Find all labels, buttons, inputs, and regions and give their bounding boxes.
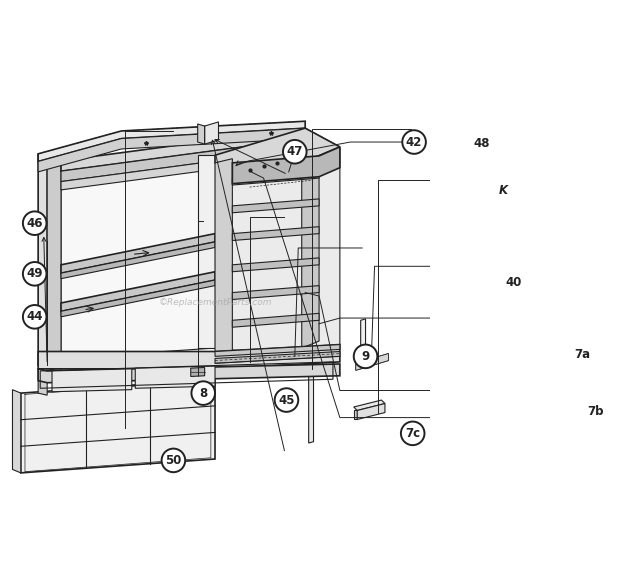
Circle shape [283, 140, 306, 164]
Polygon shape [356, 362, 361, 370]
Text: 7c: 7c [405, 427, 420, 440]
Polygon shape [205, 122, 218, 144]
Text: 47: 47 [286, 145, 303, 158]
Polygon shape [47, 157, 61, 371]
Polygon shape [38, 154, 47, 369]
Polygon shape [38, 121, 305, 161]
Circle shape [162, 449, 185, 472]
Polygon shape [232, 313, 319, 327]
Circle shape [502, 270, 525, 294]
Circle shape [470, 131, 494, 155]
Text: 44: 44 [27, 311, 43, 323]
Circle shape [23, 262, 46, 286]
Polygon shape [215, 128, 340, 163]
Polygon shape [232, 199, 319, 213]
Polygon shape [38, 369, 47, 395]
Text: 7b: 7b [587, 405, 603, 418]
Circle shape [401, 421, 425, 445]
Polygon shape [61, 138, 305, 181]
Polygon shape [61, 280, 215, 317]
Polygon shape [61, 149, 305, 190]
Polygon shape [61, 234, 215, 273]
Polygon shape [52, 369, 132, 391]
Polygon shape [302, 156, 319, 348]
Circle shape [192, 381, 215, 405]
Polygon shape [361, 319, 366, 367]
Polygon shape [38, 344, 340, 369]
Text: K: K [499, 184, 508, 197]
Polygon shape [12, 390, 21, 473]
Polygon shape [215, 128, 340, 358]
Polygon shape [21, 379, 215, 473]
Polygon shape [198, 155, 215, 348]
Polygon shape [215, 158, 232, 356]
Polygon shape [232, 171, 319, 185]
Polygon shape [198, 124, 205, 144]
Polygon shape [215, 351, 340, 363]
Polygon shape [215, 344, 340, 356]
Polygon shape [232, 286, 319, 300]
Circle shape [23, 211, 46, 235]
Polygon shape [309, 364, 316, 367]
Text: 40: 40 [505, 276, 521, 289]
Polygon shape [61, 242, 215, 278]
Circle shape [583, 400, 607, 424]
Circle shape [492, 180, 515, 201]
Polygon shape [232, 147, 340, 184]
Polygon shape [354, 400, 385, 410]
Polygon shape [356, 354, 388, 370]
Polygon shape [357, 404, 385, 420]
Circle shape [23, 305, 46, 329]
Text: 9: 9 [361, 350, 370, 363]
Text: 45: 45 [278, 394, 294, 406]
Text: 48: 48 [474, 137, 490, 150]
Polygon shape [232, 227, 319, 241]
Polygon shape [309, 364, 314, 443]
Polygon shape [38, 128, 305, 172]
Circle shape [571, 343, 595, 367]
Polygon shape [61, 128, 305, 171]
Circle shape [354, 344, 378, 368]
Text: 42: 42 [406, 135, 422, 149]
Polygon shape [61, 272, 215, 311]
Circle shape [402, 130, 426, 154]
Text: ©ReplacementParts.com: ©ReplacementParts.com [158, 298, 272, 308]
Text: 8: 8 [199, 387, 207, 400]
Text: 50: 50 [165, 454, 182, 467]
Polygon shape [191, 367, 205, 377]
Polygon shape [232, 258, 319, 272]
Text: 46: 46 [27, 217, 43, 230]
Polygon shape [61, 155, 215, 358]
Polygon shape [361, 354, 388, 369]
Text: 49: 49 [27, 267, 43, 280]
Polygon shape [135, 366, 215, 388]
Circle shape [275, 388, 298, 412]
Polygon shape [38, 364, 340, 383]
Text: 7a: 7a [575, 348, 591, 362]
Polygon shape [354, 410, 357, 420]
